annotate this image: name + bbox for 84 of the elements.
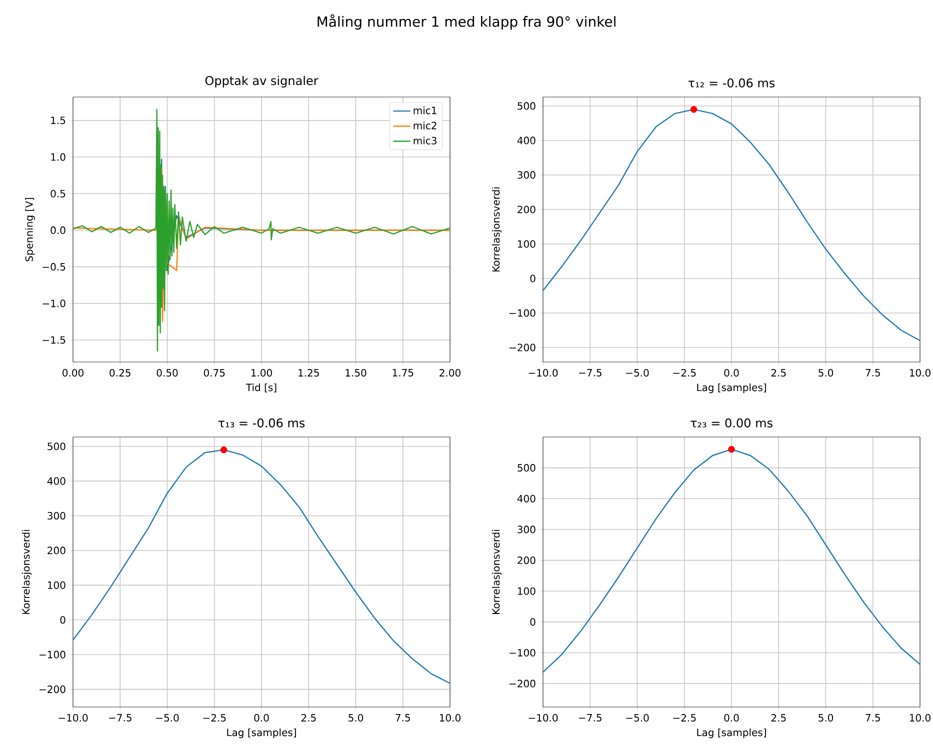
x-tick-label: 10.0 <box>440 714 460 722</box>
x-tick-label: 2.00 <box>440 369 460 377</box>
y-tick-label: 400 <box>517 136 536 144</box>
x-tick-label: 0.75 <box>204 369 225 377</box>
x-tick-label: 1.00 <box>251 369 272 377</box>
y-tick-label: 500 <box>518 102 536 110</box>
x-tick-label: −10.0 <box>528 714 558 722</box>
y-tick-label: 400 <box>517 494 536 502</box>
y-tick-label: 300 <box>48 512 66 520</box>
x-tick-label: 5.0 <box>818 369 834 377</box>
x-tick-label: 0.50 <box>156 369 178 377</box>
x-tick-label: −7.5 <box>579 714 602 722</box>
y-tick-label: 0 <box>530 618 536 626</box>
x-tick-label: −10.0 <box>528 369 558 377</box>
x-tick-label: 0.0 <box>254 714 269 722</box>
y-tick-label: 1.0 <box>51 153 66 161</box>
x-axis-title: Lag [samples] <box>227 728 296 738</box>
y-tick-label: 100 <box>518 240 536 248</box>
x-tick-label: 1.25 <box>298 369 319 377</box>
x-tick-label: −2.5 <box>203 714 226 722</box>
x-tick-label: 1.50 <box>346 369 366 377</box>
y-tick-label: −100 <box>510 309 536 317</box>
x-tick-label: 2.5 <box>301 714 316 722</box>
chart-title: Opptak av signaler <box>205 76 318 88</box>
x-tick-label: 7.5 <box>396 714 410 722</box>
x-axis-title: Lag [samples] <box>697 383 766 394</box>
y-tick-label: 300 <box>518 526 536 534</box>
y-tick-label: 1.5 <box>51 116 66 124</box>
y-tick-label: 100 <box>48 581 66 589</box>
y-tick-label: −100 <box>510 648 536 657</box>
x-axis-title: Lag [samples] <box>697 728 766 738</box>
y-tick-label: −1.5 <box>42 336 66 344</box>
y-tick-label: 500 <box>48 442 66 450</box>
x-tick-label: −2.5 <box>673 714 696 722</box>
legend-label: mic1 <box>414 106 436 114</box>
x-tick-label: −5.0 <box>626 714 649 722</box>
y-tick-label: 100 <box>518 587 536 595</box>
y-axis-title: Spenning [V] <box>25 198 35 262</box>
y-tick-label: 300 <box>518 171 536 179</box>
y-axis-title: Korrelasjonsverdi <box>492 188 502 272</box>
x-tick-label: 10.0 <box>910 714 930 722</box>
chart-title: τ₁₃ = -0.06 ms <box>218 418 305 428</box>
y-axis-title: Korrelasjonsverdi <box>492 530 502 614</box>
x-tick-label: 2.5 <box>771 714 786 722</box>
x-tick-label: −7.5 <box>579 369 602 376</box>
x-tick-label: 0.0 <box>724 714 739 722</box>
x-tick-label: 5.0 <box>818 714 834 722</box>
x-tick-label: 0.0 <box>724 369 739 377</box>
y-tick-label: 200 <box>518 556 536 564</box>
x-axis-title: Tid [s] <box>246 383 276 392</box>
legend-label: mic2 <box>414 122 436 130</box>
y-tick-label: −200 <box>40 686 66 694</box>
text: Måling nummer 1 med klapp fra 90° vinkel <box>318 14 616 30</box>
x-tick-label: −5.0 <box>626 369 649 377</box>
legend-label: mic3 <box>414 136 436 144</box>
x-tick-label: −10.0 <box>58 714 88 722</box>
x-tick-label: 2.5 <box>771 369 786 377</box>
y-tick-label: −200 <box>510 344 536 352</box>
line-series <box>73 108 450 352</box>
y-tick-label: 200 <box>518 206 536 214</box>
x-tick-label: 0.25 <box>110 369 130 377</box>
y-tick-label: −1.0 <box>42 300 66 308</box>
y-tick-label: 200 <box>48 546 66 554</box>
x-tick-label: −5.0 <box>156 714 179 722</box>
y-tick-label: −100 <box>40 650 66 658</box>
x-tick-label: 5.0 <box>348 714 364 722</box>
y-axis-title: Korrelasjonsverdi <box>22 530 32 614</box>
y-tick-label: 0.5 <box>50 190 66 198</box>
x-tick-label: −7.5 <box>109 714 132 722</box>
chart-title: τ₁₂ = -0.06 ms <box>688 78 775 88</box>
y-tick-label: 0 <box>530 274 536 282</box>
chart-title: τ₂₃ = 0.00 ms <box>690 418 772 428</box>
x-tick-label: 0.00 <box>62 369 84 377</box>
y-tick-label: 0 <box>60 616 66 624</box>
y-tick-label: 0.0 <box>50 226 66 234</box>
y-tick-label: −0.5 <box>42 263 66 271</box>
y-tick-label: −200 <box>510 680 536 688</box>
x-tick-label: 10.0 <box>910 369 930 377</box>
x-tick-label: 7.5 <box>866 714 880 722</box>
x-tick-label: −2.5 <box>673 369 696 377</box>
x-tick-label: 7.5 <box>866 369 880 376</box>
x-tick-label: 1.75 <box>392 369 414 376</box>
y-tick-label: 400 <box>47 477 66 485</box>
y-tick-label: 500 <box>518 464 536 472</box>
